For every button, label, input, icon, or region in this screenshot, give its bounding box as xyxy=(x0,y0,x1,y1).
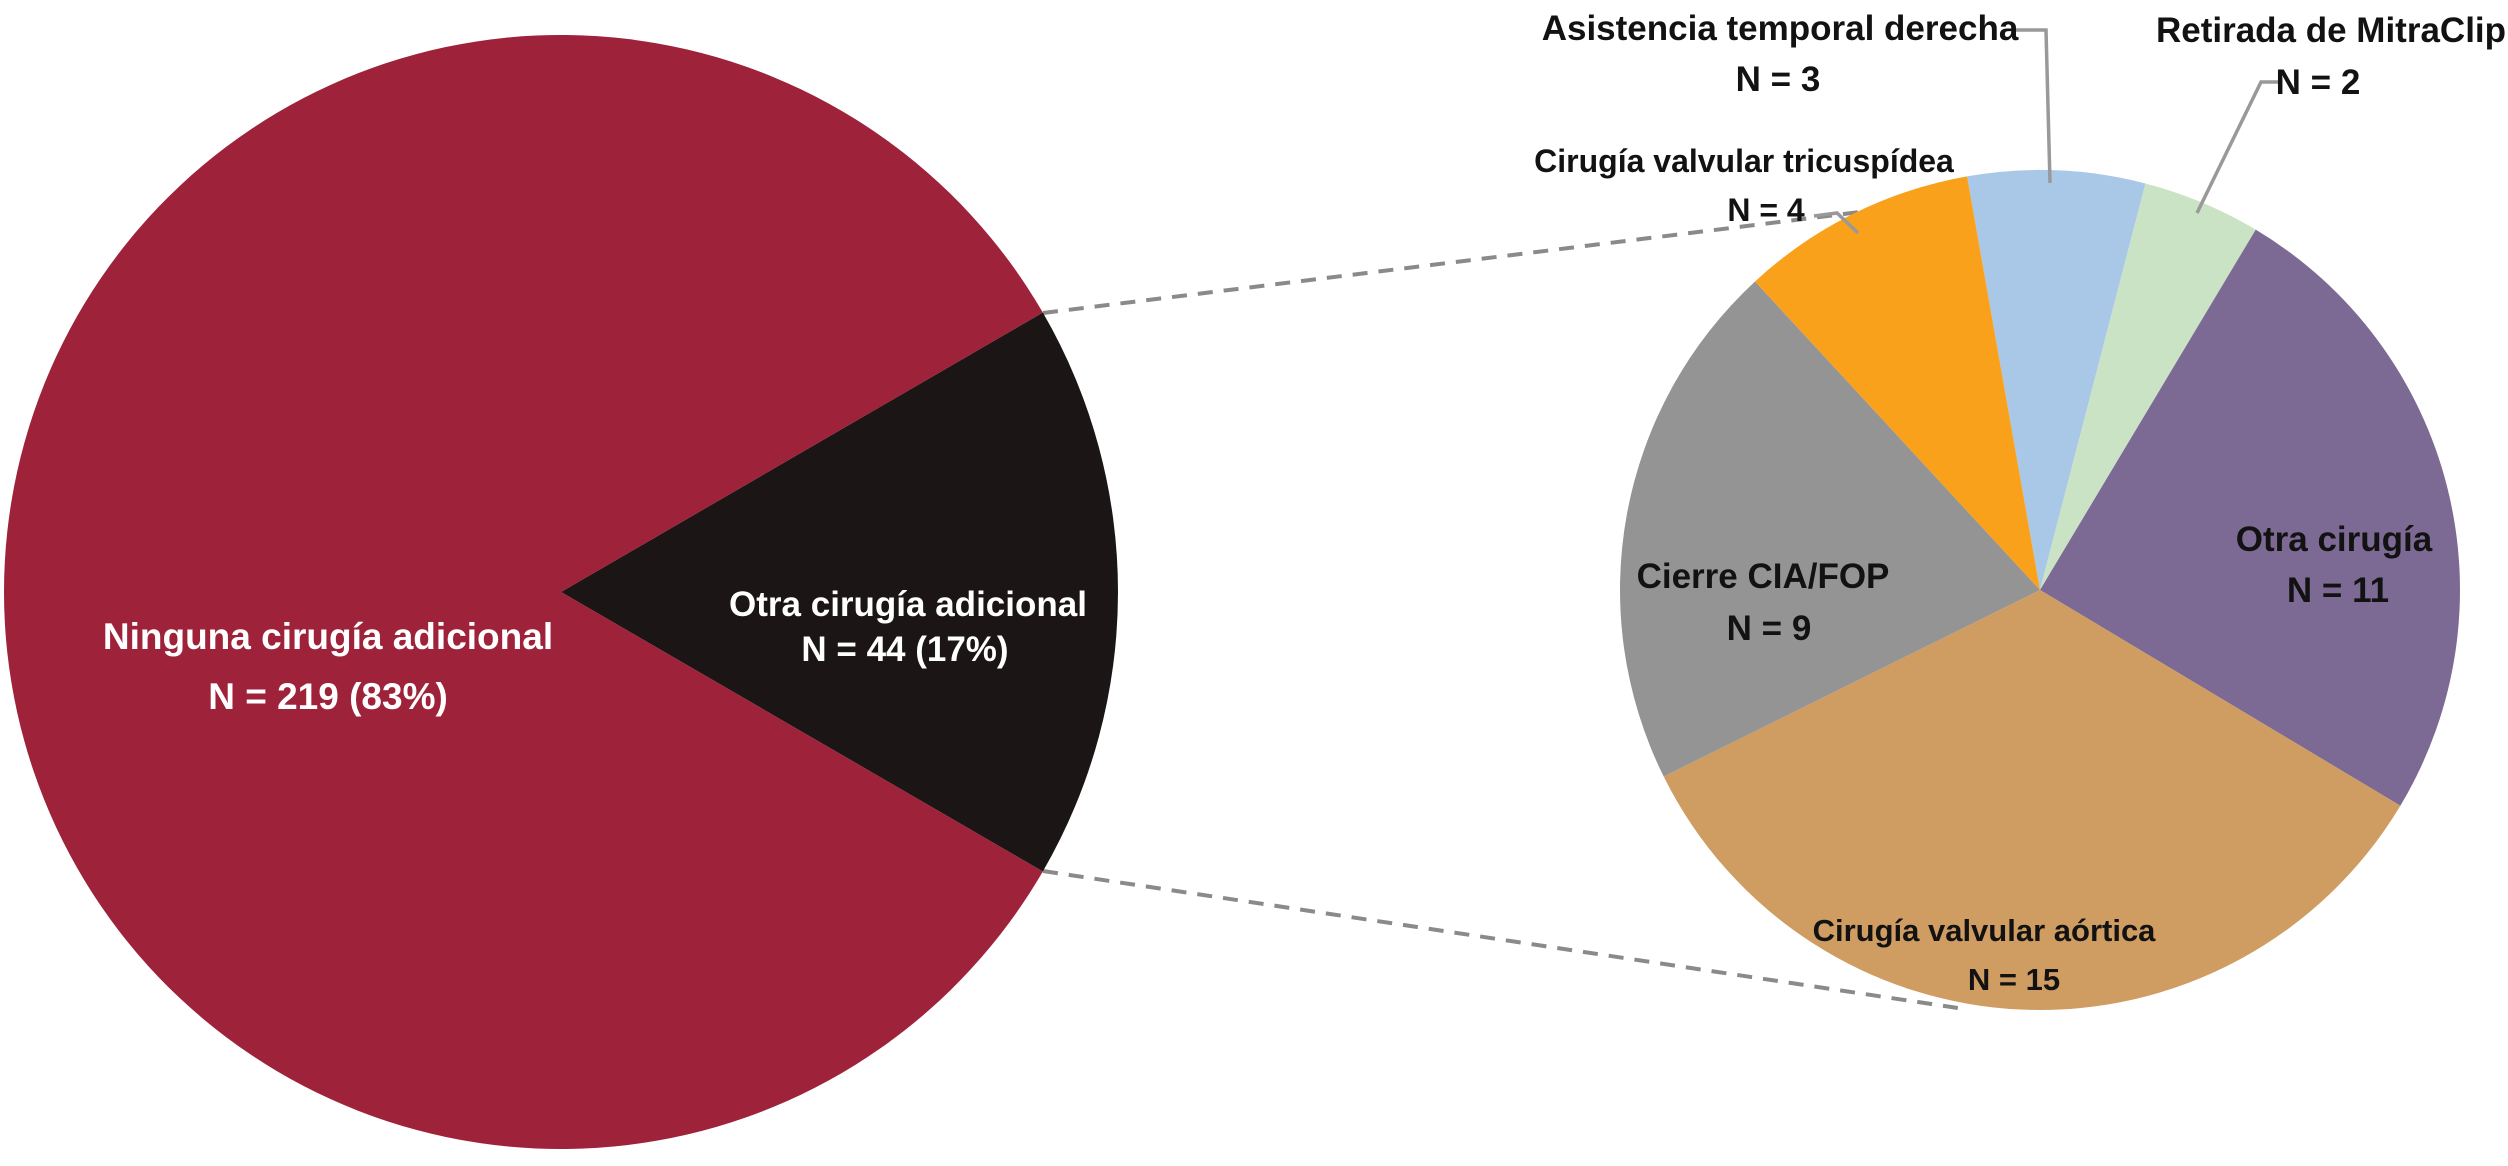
label-valvular-aortica-line2: N = 15 xyxy=(1968,962,2060,997)
label-ninguna-cirugia-line2: N = 219 (83%) xyxy=(208,676,448,717)
label-valvular-aortica-line1: Cirugía valvular aórtica xyxy=(1813,913,2157,948)
label-tricuspidea-line1: Cirugía valvular tricuspídea xyxy=(1534,143,1954,179)
slice-otra-cirugia xyxy=(2040,229,2460,806)
label-ninguna-cirugia-line1: Ninguna cirugía adicional xyxy=(103,616,553,657)
connector-line-top xyxy=(1042,210,1861,315)
slice-retirada-de-mitraclip xyxy=(2040,183,2256,590)
callout-line-tricuspidea xyxy=(1813,211,1860,235)
label-cierre-cia-fop-line2: N = 9 xyxy=(1727,609,1812,648)
breakdown-pie xyxy=(1619,169,2460,1010)
label-otra-cirugia-line2: N = 11 xyxy=(2287,571,2389,610)
slice-cierre-cia-fop xyxy=(1619,281,2040,777)
slice-cirugia-valvular-tricuspidea xyxy=(1755,176,2040,590)
label-otra-cirugia-adicional-line2: N = 44 (17%) xyxy=(801,630,1008,669)
slice-ninguna-cirugia-adicional xyxy=(3,34,1043,1150)
label-retirada-mitraclip-line1: Retirada de MitraClip xyxy=(2156,11,2506,50)
callout-line-mitraclip xyxy=(2195,80,2282,214)
slice-otra-cirugia-adicional xyxy=(561,312,1118,872)
callout-line-asistencia xyxy=(2012,28,2052,184)
label-asistencia-temporal-line2: N = 3 xyxy=(1736,60,1821,99)
slice-cirugia-valvular-aortica xyxy=(1663,590,2401,1010)
label-otra-cirugia-adicional-line1: Otra cirugía adicional xyxy=(729,585,1087,624)
label-asistencia-temporal-line1: Asistencia temporal derecha xyxy=(1542,9,2019,48)
main-pie xyxy=(3,34,1118,1150)
label-tricuspidea-line2: N = 4 xyxy=(1727,192,1805,228)
label-cierre-cia-fop-line1: Cierre CIA/FOP xyxy=(1637,557,1890,596)
label-retirada-mitraclip-line2: N = 2 xyxy=(2276,63,2361,102)
slice-asistencia-temporal-derecha xyxy=(1967,169,2146,590)
label-otra-cirugia-line1: Otra cirugía xyxy=(2236,520,2433,559)
